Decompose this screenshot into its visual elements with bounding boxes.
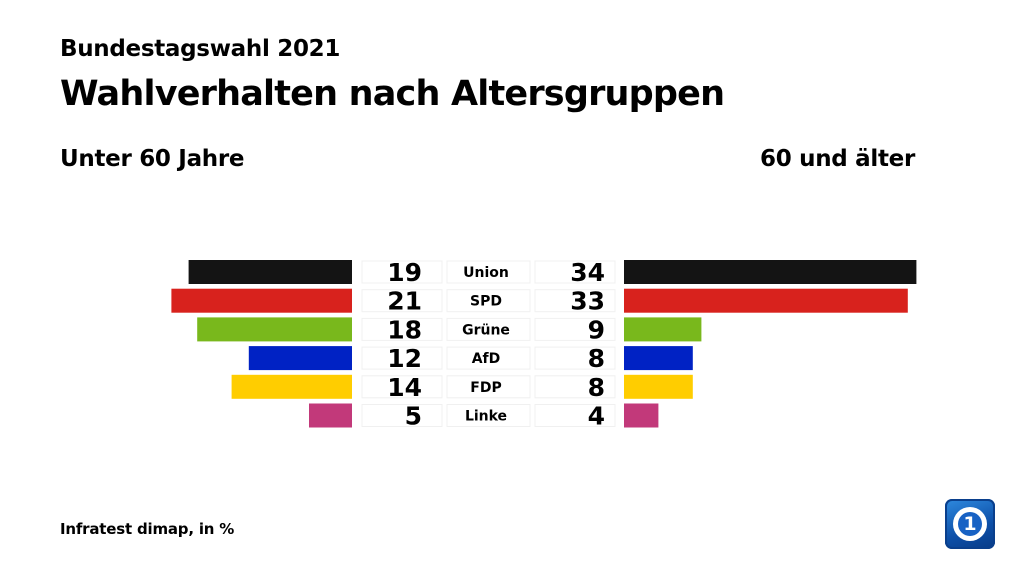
bar-left-afd — [248, 346, 352, 371]
value-right-fdp: 8 — [588, 373, 605, 402]
cell-box-2-gruene — [534, 317, 616, 341]
value-left-afd: 12 — [387, 344, 422, 373]
cell-box-1-spd — [446, 289, 531, 313]
category-label-linke: Linke — [465, 409, 507, 425]
bar-right-afd — [624, 346, 693, 371]
cell-box-2-fdp — [534, 375, 616, 399]
cell-box-0-union — [361, 260, 443, 284]
cell-box-0-fdp — [361, 375, 443, 399]
cell-box-2-union — [534, 260, 616, 284]
cell-box-1-fdp — [446, 375, 531, 399]
value-right-gruene: 9 — [588, 315, 605, 344]
cell-box-2-linke — [534, 404, 616, 427]
cell-box-0-gruene — [361, 317, 443, 341]
logo-glyph: 1 — [958, 512, 982, 536]
bar-right-linke — [624, 403, 659, 428]
cell-box-2-afd — [534, 346, 616, 370]
category-label-fdp: FDP — [470, 380, 501, 396]
value-left-fdp: 14 — [387, 373, 422, 402]
bar-left-gruene — [197, 317, 352, 342]
value-left-spd: 21 — [387, 287, 422, 316]
chart-title: Wahlverhalten nach Altersgruppen — [60, 74, 725, 114]
bar-right-fdp — [624, 374, 693, 399]
left-group-label: Unter 60 Jahre — [60, 146, 245, 172]
bar-right-gruene — [624, 317, 702, 342]
right-group-label: 60 und älter — [760, 146, 915, 172]
cell-box-2-spd — [534, 289, 616, 313]
cell-box-1-gruene — [446, 317, 531, 341]
category-label-gruene: Grüne — [462, 322, 510, 338]
value-left-union: 19 — [387, 258, 422, 287]
value-left-gruene: 18 — [387, 315, 422, 344]
source-note: Infratest dimap, in % — [60, 520, 235, 538]
value-right-spd: 33 — [570, 287, 605, 316]
category-label-union: Union — [463, 265, 509, 281]
cell-box-0-afd — [361, 346, 443, 370]
cell-box-1-union — [446, 260, 531, 284]
cell-box-0-linke — [361, 404, 443, 427]
cell-box-1-afd — [446, 346, 531, 370]
bar-right-spd — [624, 288, 908, 313]
category-label-afd: AfD — [472, 351, 501, 367]
value-right-linke: 4 — [588, 402, 605, 431]
logo-ring: 1 — [953, 507, 987, 541]
ard-logo-icon: 1 — [945, 499, 995, 549]
bar-left-union — [188, 260, 352, 284]
bar-left-linke — [309, 403, 352, 428]
category-label-spd: SPD — [470, 294, 502, 310]
chart-supertitle: Bundestagswahl 2021 — [60, 36, 341, 62]
value-left-linke: 5 — [405, 402, 422, 431]
cell-box-0-spd — [361, 289, 443, 313]
bar-right-union — [624, 260, 917, 284]
bar-left-spd — [171, 288, 352, 313]
bar-left-fdp — [231, 374, 352, 399]
value-right-afd: 8 — [588, 344, 605, 373]
value-right-union: 34 — [570, 258, 605, 287]
cell-box-1-linke — [446, 404, 531, 427]
